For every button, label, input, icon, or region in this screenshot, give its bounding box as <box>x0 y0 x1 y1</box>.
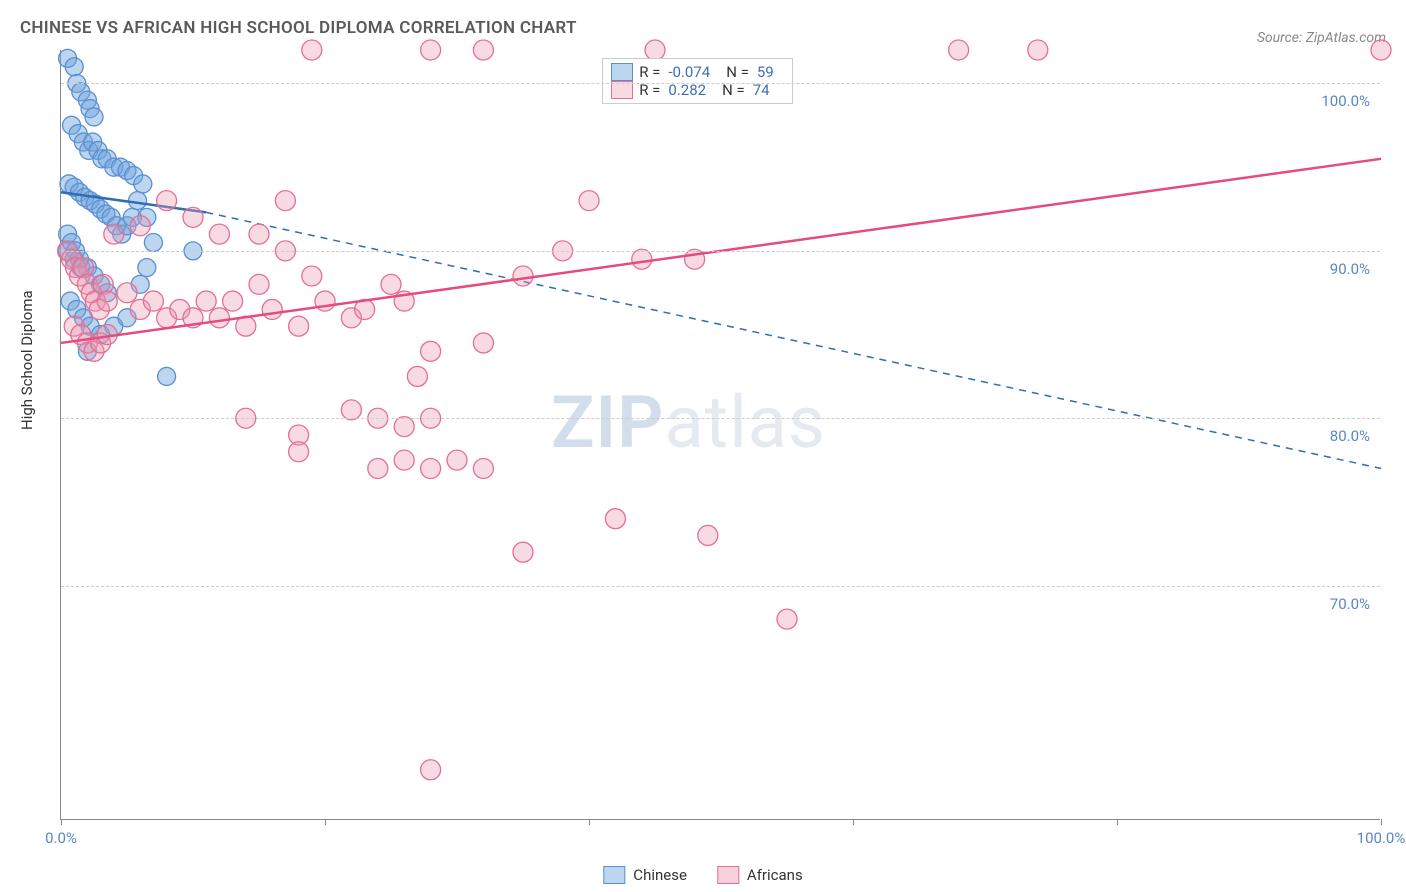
data-point <box>144 234 162 252</box>
data-point <box>407 366 427 386</box>
legend-row: R = -0.074 N = 59 <box>611 63 784 81</box>
y-axis-label: High School Diploma <box>18 290 36 430</box>
data-point <box>85 108 103 126</box>
y-tick-label: 90.0% <box>1330 260 1370 278</box>
x-tick <box>589 819 590 825</box>
data-point <box>421 760 441 780</box>
data-point <box>777 609 797 629</box>
data-point <box>698 525 718 545</box>
legend-label: Africans <box>747 866 803 884</box>
data-point <box>394 450 414 470</box>
data-point <box>394 417 414 437</box>
n-value: 59 <box>757 63 774 81</box>
data-point <box>130 216 150 236</box>
data-point <box>157 191 177 211</box>
source-label: Source: ZipAtlas.com <box>1257 30 1386 46</box>
data-point <box>579 191 599 211</box>
data-point <box>513 266 533 286</box>
n-label: N = <box>726 63 749 81</box>
data-point <box>513 542 533 562</box>
gridline <box>61 83 1380 84</box>
legend-label: Chinese <box>633 866 687 884</box>
data-point <box>289 316 309 336</box>
chart-title: CHINESE VS AFRICAN HIGH SCHOOL DIPLOMA C… <box>20 18 577 38</box>
data-point <box>209 308 229 328</box>
legend-swatch <box>611 63 633 81</box>
data-point <box>97 291 117 311</box>
gridline <box>61 418 1380 419</box>
data-point <box>1371 40 1391 60</box>
data-point <box>117 283 137 303</box>
data-point <box>473 40 493 60</box>
y-tick-label: 100.0% <box>1321 92 1370 110</box>
data-point <box>158 367 176 385</box>
data-point <box>183 207 203 227</box>
data-point <box>685 249 705 269</box>
data-point <box>65 58 83 76</box>
data-point <box>473 458 493 478</box>
legend-item: Chinese <box>603 866 687 884</box>
data-point <box>421 40 441 60</box>
data-point <box>275 191 295 211</box>
scatter-svg <box>61 50 1381 820</box>
y-tick-label: 80.0% <box>1330 427 1370 445</box>
data-point <box>605 509 625 529</box>
data-point <box>138 259 156 277</box>
gridline <box>61 251 1380 252</box>
plot-area: ZIPatlas R =-0.074N =59R =0.282N =74 70.… <box>60 50 1380 820</box>
x-tick <box>325 819 326 825</box>
x-tick <box>1117 819 1118 825</box>
data-point <box>473 333 493 353</box>
data-point <box>949 40 969 60</box>
data-point <box>249 274 269 294</box>
data-point <box>645 40 665 60</box>
data-point <box>223 291 243 311</box>
legend-swatch <box>717 866 739 884</box>
y-tick-label: 70.0% <box>1330 595 1370 613</box>
data-point <box>632 249 652 269</box>
x-tick <box>853 819 854 825</box>
data-point <box>447 450 467 470</box>
data-point <box>209 224 229 244</box>
data-point <box>421 341 441 361</box>
data-point <box>341 400 361 420</box>
data-point <box>302 40 322 60</box>
x-tick <box>61 819 62 825</box>
r-label: R = <box>639 63 660 81</box>
data-point <box>421 458 441 478</box>
data-point <box>104 224 124 244</box>
data-point <box>1028 40 1048 60</box>
data-point <box>134 175 152 193</box>
data-point <box>143 291 163 311</box>
x-tick <box>1381 819 1382 825</box>
data-point <box>129 192 147 210</box>
data-point <box>368 458 388 478</box>
data-point <box>262 299 282 319</box>
x-tick-label: 100.0% <box>1357 829 1406 847</box>
data-point <box>381 274 401 294</box>
gridline <box>61 586 1380 587</box>
data-point <box>289 442 309 462</box>
data-point <box>302 266 322 286</box>
data-point <box>196 291 216 311</box>
legend-swatch <box>603 866 625 884</box>
legend-item: Africans <box>717 866 803 884</box>
correlation-legend: R =-0.074N =59R =0.282N =74 <box>602 58 793 104</box>
data-point <box>249 224 269 244</box>
r-value: -0.074 <box>668 63 710 81</box>
x-tick-label: 0.0% <box>45 829 77 847</box>
series-legend: Chinese Africans <box>603 866 802 884</box>
